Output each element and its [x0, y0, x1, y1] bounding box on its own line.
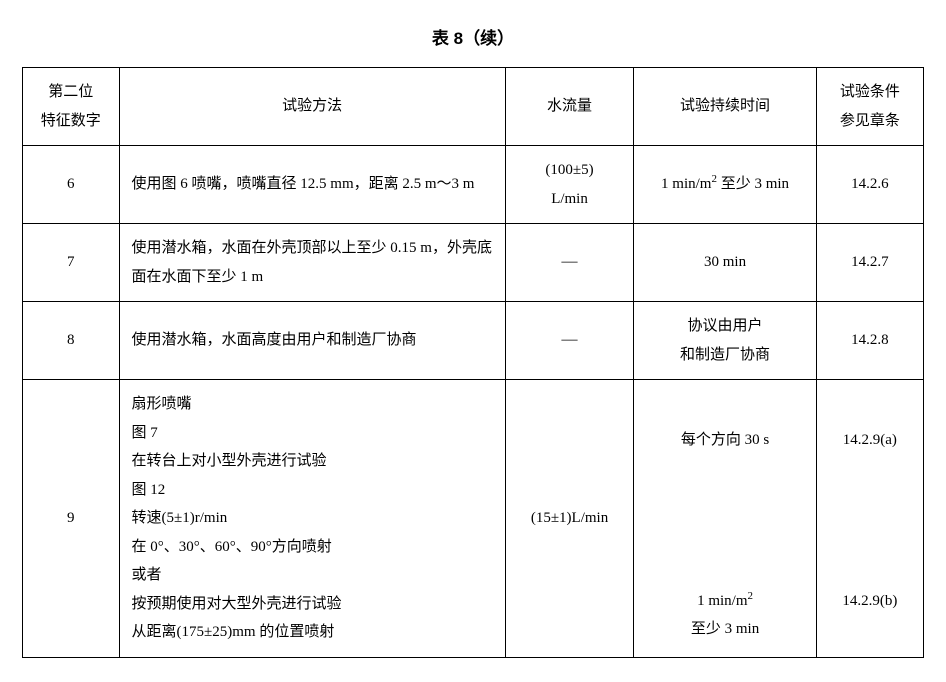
header-col3: 水流量: [505, 68, 634, 146]
cell-flow-6-l2: L/min: [514, 185, 626, 214]
cell-method-9-l4: 图 12: [132, 476, 497, 505]
header-col2: 试验方法: [119, 68, 505, 146]
header-col4: 试验持续时间: [634, 68, 816, 146]
cell-flow-6: (100±5) L/min: [505, 146, 634, 224]
cell-num-8: 8: [23, 302, 120, 380]
header-col1: 第二位 特征数字: [23, 68, 120, 146]
cell-method-9-l2: 图 7: [132, 419, 497, 448]
cell-method-9-l5: 转速(5±1)r/min: [132, 504, 497, 533]
cell-flow-9: (15±1)L/min: [505, 380, 634, 658]
table-8-continued: 第二位 特征数字 试验方法 水流量 试验持续时间 试验条件 参见章条 6 使用图…: [22, 67, 924, 658]
cell-num-6: 6: [23, 146, 120, 224]
table-row: 8 使用潜水箱，水面高度由用户和制造厂协商 — 协议由用户 和制造厂协商 14.…: [23, 302, 924, 380]
cell-method-6: 使用图 6 喷嘴，喷嘴直径 12.5 mm，距离 2.5 m～3 m: [119, 146, 505, 224]
cell-ref-8: 14.2.8: [816, 302, 923, 380]
cell-ref-9a: 14.2.9(a): [825, 426, 915, 455]
cell-method-9-l8: 按预期使用对大型外壳进行试验: [132, 590, 497, 619]
header-col5-line1: 试验条件: [825, 78, 915, 107]
cell-method-9-l3: 在转台上对小型外壳进行试验: [132, 447, 497, 476]
cell-duration-8: 协议由用户 和制造厂协商: [634, 302, 816, 380]
cell-ref-6: 14.2.6: [816, 146, 923, 224]
cell-flow-7: —: [505, 224, 634, 302]
table-row: 9 扇形喷嘴 图 7 在转台上对小型外壳进行试验 图 12 转速(5±1)r/m…: [23, 380, 924, 658]
cell-duration-9c: 至少 3 min: [642, 615, 807, 644]
table-row: 7 使用潜水箱，水面在外壳顶部以上至少 0.15 m，外壳底面在水面下至少 1 …: [23, 224, 924, 302]
cell-duration-9b: 1 min/m2: [642, 587, 807, 616]
cell-ref-9b: 14.2.9(b): [825, 587, 915, 616]
cell-method-9-l1: 扇形喷嘴: [132, 390, 497, 419]
cell-method-7: 使用潜水箱，水面在外壳顶部以上至少 0.15 m，外壳底面在水面下至少 1 m: [119, 224, 505, 302]
cell-flow-8: —: [505, 302, 634, 380]
cell-duration-7: 30 min: [634, 224, 816, 302]
header-col5: 试验条件 参见章条: [816, 68, 923, 146]
cell-flow-6-l1: (100±5): [514, 156, 626, 185]
cell-duration-8-l1: 协议由用户: [642, 312, 807, 341]
cell-duration-9a: 每个方向 30 s: [642, 426, 807, 455]
cell-method-9: 扇形喷嘴 图 7 在转台上对小型外壳进行试验 图 12 转速(5±1)r/min…: [119, 380, 505, 658]
header-col1-line2: 特征数字: [31, 107, 111, 136]
cell-method-9-l6: 在 0°、30°、60°、90°方向喷射: [132, 533, 497, 562]
header-col5-line2: 参见章条: [825, 107, 915, 136]
cell-ref-7: 14.2.7: [816, 224, 923, 302]
cell-method-9-l9: 从距离(175±25)mm 的位置喷射: [132, 618, 497, 647]
cell-duration-6: 1 min/m2 至少 3 min: [634, 146, 816, 224]
table-row: 6 使用图 6 喷嘴，喷嘴直径 12.5 mm，距离 2.5 m～3 m (10…: [23, 146, 924, 224]
cell-duration-9: 每个方向 30 s 1 min/m2 至少 3 min: [634, 380, 816, 658]
cell-ref-9: 14.2.9(a) 14.2.9(b): [816, 380, 923, 658]
header-col1-line1: 第二位: [31, 78, 111, 107]
cell-num-9: 9: [23, 380, 120, 658]
cell-num-7: 7: [23, 224, 120, 302]
cell-method-8: 使用潜水箱，水面高度由用户和制造厂协商: [119, 302, 505, 380]
cell-duration-8-l2: 和制造厂协商: [642, 341, 807, 370]
table-title: 表 8（续）: [22, 24, 924, 49]
header-row: 第二位 特征数字 试验方法 水流量 试验持续时间 试验条件 参见章条: [23, 68, 924, 146]
cell-method-9-l7: 或者: [132, 561, 497, 590]
